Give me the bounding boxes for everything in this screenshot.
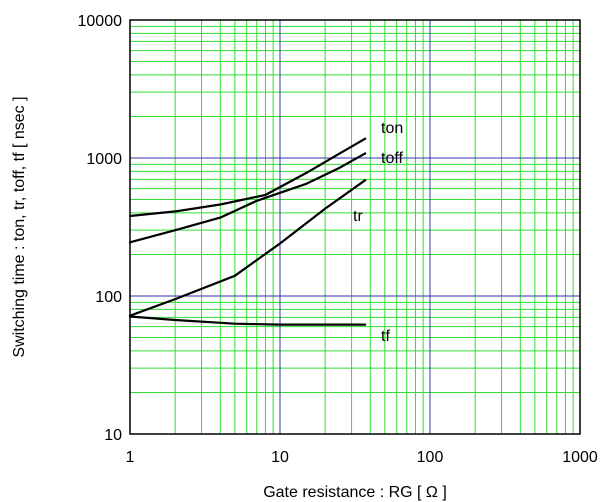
x-tick-label: 100 bbox=[417, 449, 444, 466]
y-tick-label: 10000 bbox=[78, 13, 123, 30]
y-tick-label: 10 bbox=[104, 427, 122, 444]
series-label-toff: toff bbox=[381, 150, 404, 167]
major-grid bbox=[130, 20, 580, 434]
x-tick-label: 10 bbox=[271, 449, 289, 466]
series-lines bbox=[128, 137, 367, 326]
minor-grid bbox=[130, 20, 580, 434]
series-line-ton bbox=[128, 137, 367, 218]
series-labels: ton toff tr tf bbox=[353, 120, 404, 345]
y-tick-label: 100 bbox=[95, 289, 122, 306]
y-axis-label: Switching time : ton, tr, toff, tf [ nse… bbox=[11, 96, 28, 357]
series-label-ton: ton bbox=[381, 120, 403, 137]
plot-frame bbox=[129, 19, 581, 435]
x-axis-label: Gate resistance : RG [ Ω ] bbox=[263, 484, 447, 501]
series-line-tf bbox=[128, 315, 367, 326]
series-line-tr bbox=[128, 179, 367, 317]
x-tick-label: 1000 bbox=[562, 449, 598, 466]
series-line-toff bbox=[128, 152, 367, 244]
y-tick-label: 1000 bbox=[86, 151, 122, 168]
x-tick-label: 1 bbox=[126, 449, 135, 466]
series-label-tr: tr bbox=[353, 208, 363, 225]
series-label-tf: tf bbox=[381, 328, 390, 345]
